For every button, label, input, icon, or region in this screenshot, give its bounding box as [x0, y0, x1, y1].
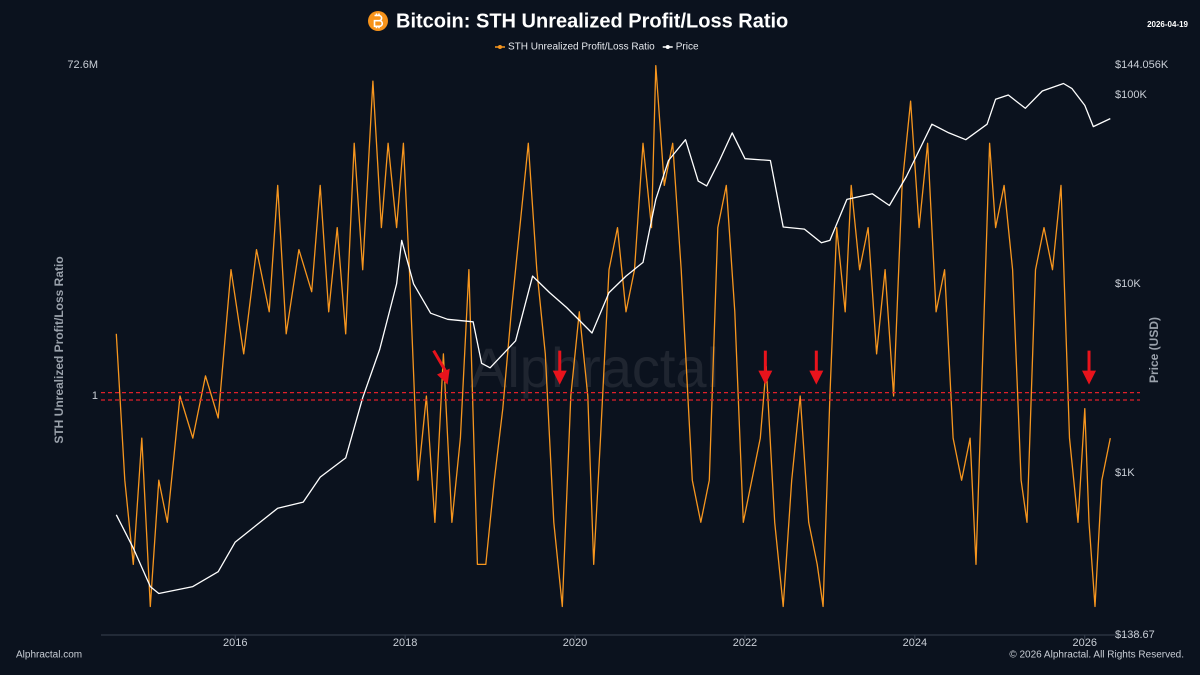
y2-tick-label: $144.056K: [1115, 59, 1169, 71]
y-tick-label: 72.6M: [67, 59, 98, 71]
x-tick-label: 2020: [563, 637, 587, 649]
chart-title: Bitcoin: STH Unrealized Profit/Loss Rati…: [396, 10, 788, 32]
watermark: Alphractal: [470, 336, 719, 399]
series-line: [115, 65, 1111, 608]
legend-marker: [498, 45, 502, 49]
date: 2026-04-19: [1147, 20, 1188, 29]
arrow: [432, 349, 450, 385]
arrow-head: [809, 370, 824, 385]
legend-marker: [665, 45, 670, 49]
x-tick-label: 2026: [1073, 637, 1097, 649]
x-tick-label: 2024: [903, 637, 927, 649]
arrow: [809, 350, 824, 385]
footer-right: © 2026 Alphractal. All Rights Reserved.: [1009, 650, 1184, 661]
y2-tick-label: $138.67: [1115, 629, 1155, 641]
arrow-head: [758, 370, 773, 385]
y2-tick-label: $100K: [1115, 89, 1147, 101]
arrow-shaft: [432, 349, 449, 376]
arrow: [1082, 350, 1097, 385]
arrow-head: [1082, 370, 1097, 385]
x-tick-label: 2016: [223, 637, 247, 649]
arrow: [552, 350, 567, 385]
x-tick-label: 2022: [733, 637, 757, 649]
y2-tick-label: $10K: [1115, 278, 1141, 290]
arrow-head: [552, 370, 567, 385]
legend-label: Price: [676, 42, 699, 53]
bitcoin-icon: [368, 11, 388, 31]
legend: STH Unrealized Profit/Loss Ratio Price: [495, 42, 699, 53]
y-tick-label: 1: [92, 390, 98, 402]
legend-label: STH Unrealized Profit/Loss Ratio: [508, 42, 655, 53]
y2-tick-label: $1K: [1115, 467, 1135, 479]
y2-axis-label: Price (USD): [1147, 317, 1161, 383]
y-axis-label: STH Unrealized Profit/Loss Ratio: [52, 256, 66, 443]
series-line: [115, 82, 1111, 595]
footer-left: Alphractal.com: [16, 650, 82, 661]
x-tick-label: 2018: [393, 637, 417, 649]
arrow-head: [437, 368, 450, 385]
arrow: [758, 350, 773, 385]
